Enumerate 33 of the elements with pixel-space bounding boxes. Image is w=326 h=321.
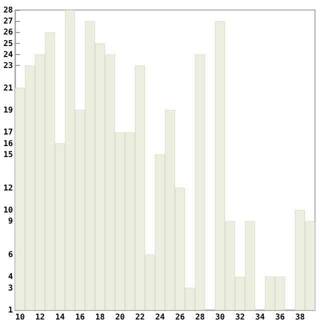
x-tick-label: 36 — [275, 312, 285, 321]
y-tick-label: 26 — [3, 28, 14, 37]
x-tick-label: 32 — [235, 312, 245, 321]
y-tick-label: 21 — [3, 83, 14, 92]
y-tick-label: 17 — [3, 128, 14, 137]
y-tick-label: 24 — [3, 50, 14, 59]
x-tick-label: 12 — [35, 312, 45, 321]
y-tick-label: 3 — [8, 283, 14, 292]
y-tick-label: 19 — [3, 106, 14, 114]
y-tick-label: 27 — [3, 16, 14, 26]
x-tick-label: 38 — [295, 312, 305, 321]
x-tick-label: 26 — [175, 312, 185, 321]
x-tick-label: 18 — [95, 312, 105, 321]
y-tick-label: 9 — [8, 216, 14, 226]
y-tick-label: 6 — [8, 250, 14, 259]
y-tick-label: 4 — [8, 272, 14, 282]
y-tick-label: 23 — [3, 61, 14, 70]
x-tick-label: 20 — [115, 312, 125, 321]
y-tick-label: 1 — [8, 306, 14, 314]
x-tick-label: 34 — [255, 312, 265, 321]
x-tick-label: 24 — [155, 312, 165, 321]
x-tick-label: 16 — [75, 312, 85, 321]
y-tick-label: 28 — [3, 6, 14, 14]
y-tick-label: 16 — [3, 138, 14, 148]
y-tick-label: 10 — [3, 206, 14, 214]
x-tick-label: 10 — [15, 312, 25, 321]
x-tick-label: 28 — [195, 312, 205, 321]
x-tick-label: 14 — [55, 312, 65, 321]
y-tick-label: 12 — [3, 183, 14, 192]
x-tick-label: 22 — [135, 312, 145, 321]
x-tick-label: 30 — [215, 312, 225, 321]
y-tick-label: 25 — [3, 38, 14, 48]
y-tick-label: 15 — [3, 150, 14, 159]
